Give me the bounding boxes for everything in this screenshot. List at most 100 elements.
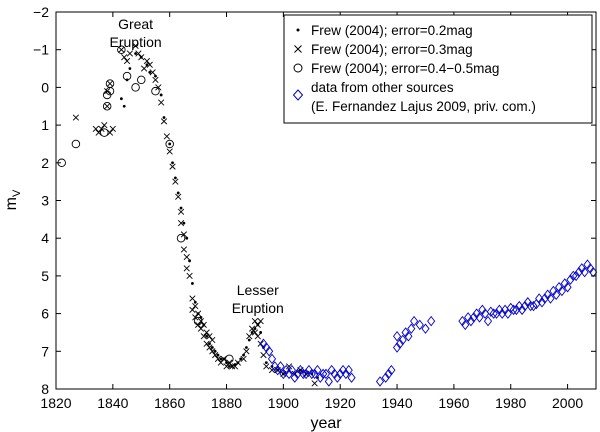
legend-marker-cross <box>294 45 302 53</box>
y-tick-label: −2 <box>33 4 49 20</box>
data-point-cross <box>135 50 142 57</box>
data-point-diamond <box>580 266 589 278</box>
data-point-cross <box>240 355 247 362</box>
data-point-dot <box>179 206 183 210</box>
x-tick-label: 1860 <box>154 395 185 411</box>
data-point-cross <box>183 253 190 261</box>
data-point-cross <box>203 340 210 347</box>
legend-entry-error-0-3mag: Frew (2004); error=0.3mag <box>294 42 473 57</box>
data-point-cross <box>251 318 259 325</box>
data-point-dot <box>264 361 268 365</box>
data-point-diamond <box>344 364 353 376</box>
data-point-cross <box>92 125 99 132</box>
data-point-diamond <box>293 368 302 380</box>
data-point-diamond <box>316 372 325 383</box>
data-point-diamond <box>265 346 274 357</box>
data-point-circle <box>137 75 146 85</box>
data-point-circle <box>117 45 126 54</box>
data-point-diamond <box>321 368 331 380</box>
legend-entry-other-sources: data from other sources (E. Fernandez La… <box>292 80 536 114</box>
x-tick-label: 1940 <box>381 395 412 411</box>
data-point-cross <box>104 103 111 110</box>
y-axis-label-main: m <box>3 197 20 210</box>
data-point-circle <box>151 86 160 96</box>
data-point-dot <box>270 364 274 368</box>
data-point-cross <box>257 318 264 325</box>
data-point-circle <box>122 71 132 81</box>
data-point-dot <box>205 334 209 338</box>
series-1 <box>72 42 318 387</box>
data-point-dot <box>216 353 220 357</box>
y-tick-label: 3 <box>41 193 49 209</box>
data-point-cross <box>169 163 176 170</box>
data-point-cross <box>203 329 210 336</box>
data-point-cross <box>206 344 213 351</box>
data-point-diamond <box>563 281 572 293</box>
x-tick-label: 1900 <box>268 395 299 411</box>
data-point-circle <box>71 139 81 149</box>
data-point-cross <box>186 272 193 280</box>
data-point-diamond <box>520 300 530 312</box>
data-point-diamond <box>319 368 328 380</box>
data-point-diamond <box>427 315 436 327</box>
data-point-cross <box>200 321 207 329</box>
data-point-diamond <box>574 266 584 278</box>
data-point-diamond <box>392 342 402 353</box>
data-point-dot <box>213 349 217 353</box>
data-point-cross <box>197 318 205 325</box>
data-point-dot <box>176 191 180 195</box>
data-point-circle <box>176 233 186 243</box>
data-point-dot <box>253 327 257 331</box>
legend-entry-error-0-4-0-5mag: Frew (2004); error=0.4−0.5mag <box>293 61 499 76</box>
data-point-diamond <box>273 364 282 376</box>
data-point-cross <box>180 246 188 253</box>
data-point-diamond <box>384 368 393 380</box>
x-tick-label: 1980 <box>495 395 526 411</box>
data-point-cross <box>234 359 242 366</box>
data-point-cross <box>251 329 259 336</box>
data-point-cross <box>257 340 264 347</box>
data-point-diamond <box>569 270 578 282</box>
data-point-cross <box>214 355 222 362</box>
data-point-dot <box>219 357 223 361</box>
data-point-diamond <box>572 270 581 282</box>
chart-annotations: Great Eruption Lesser Eruption <box>110 16 284 316</box>
data-point-cross <box>192 302 199 310</box>
data-point-cross <box>132 42 139 50</box>
data-point-dot <box>310 372 314 376</box>
data-point-diamond <box>410 315 419 327</box>
data-point-diamond <box>469 312 478 323</box>
data-point-dot <box>159 93 163 97</box>
data-point-cross <box>212 351 219 359</box>
data-point-cross <box>121 54 128 61</box>
x-tick-label: 1820 <box>40 395 71 411</box>
data-point-cross <box>138 54 145 61</box>
data-point-diamond <box>375 376 385 387</box>
data-point-cross <box>243 348 250 355</box>
data-point-cross <box>200 333 207 340</box>
data-point-cross <box>172 178 179 185</box>
data-point-dot <box>162 116 166 119</box>
data-point-cross <box>146 61 153 68</box>
data-point-cross <box>311 380 318 387</box>
data-point-cross <box>248 325 256 332</box>
data-point-cross <box>160 118 168 125</box>
data-point-dot <box>128 67 132 70</box>
legend-entry-error-0-2mag: Frew (2004); error=0.2mag <box>296 23 473 38</box>
data-point-diamond <box>466 315 476 327</box>
legend-marker-diamond <box>292 89 304 101</box>
data-point-diamond <box>492 308 501 319</box>
data-point-cross <box>180 231 188 238</box>
data-point-cross <box>209 336 216 344</box>
data-point-diamond <box>392 330 402 342</box>
annotation-label: Lesser <box>237 282 279 298</box>
y-axis-tick-labels: −2 −1 0 1 2 3 4 5 6 7 8 <box>33 4 49 397</box>
data-point-diamond <box>498 308 507 319</box>
data-point-diamond <box>546 293 555 304</box>
data-point-diamond <box>324 376 333 387</box>
data-point-cross <box>189 306 196 313</box>
data-point-cross <box>166 148 173 155</box>
data-point-cross <box>158 99 165 106</box>
data-point-diamond <box>529 300 538 312</box>
data-point-cross <box>254 321 261 329</box>
